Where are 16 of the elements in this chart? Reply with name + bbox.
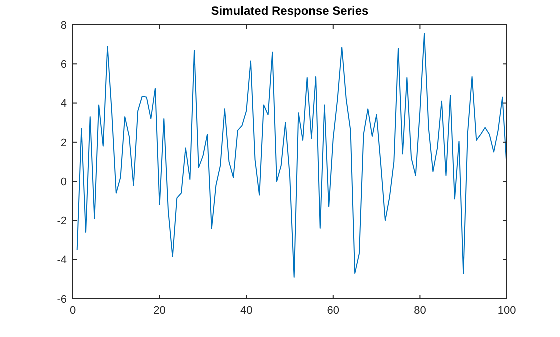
x-tick-label: 100 — [498, 305, 516, 317]
y-tick-label: 4 — [60, 98, 67, 110]
y-tick-label: 8 — [60, 20, 67, 32]
x-tick-label: 60 — [327, 305, 340, 317]
x-tick-label: 20 — [154, 305, 166, 317]
y-tick-label: -6 — [57, 294, 67, 306]
x-tick-label: 0 — [70, 305, 76, 317]
y-tick-label: -2 — [57, 216, 67, 228]
y-tick-label: 6 — [60, 58, 67, 71]
y-tick-label: 2 — [60, 137, 67, 150]
y-tick-label: -4 — [57, 254, 67, 267]
y-tick-label: 0 — [60, 176, 67, 188]
chart-title: Simulated Response Series — [211, 4, 370, 18]
x-tick-label: 80 — [414, 305, 426, 317]
line-series — [76, 33, 508, 278]
x-tick-label: 40 — [240, 305, 253, 317]
